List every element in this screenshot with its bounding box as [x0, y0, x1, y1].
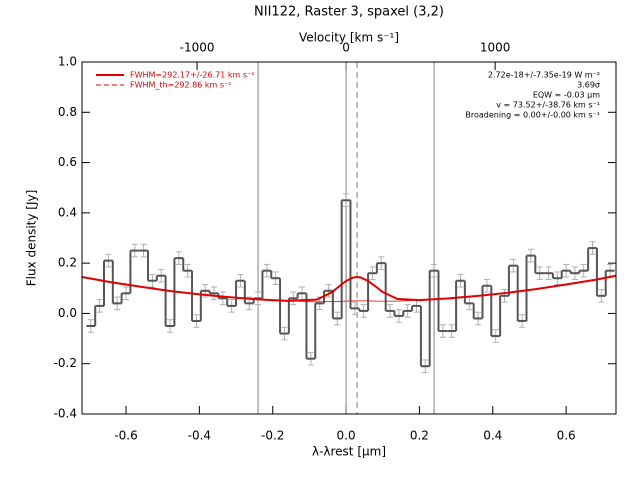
x-axis-label: λ-λrest [μm]	[312, 445, 386, 459]
y-tick-label: 1.0	[58, 55, 77, 69]
x2-axis-label: Velocity [km s⁻¹]	[299, 31, 399, 45]
x-tick-label: -0.2	[261, 429, 284, 443]
annotation: 2.72e-18+/-7.35e-19 W m⁻²	[488, 71, 600, 80]
y-tick-label: 0.0	[58, 306, 77, 320]
chart-title: NII122, Raster 3, spaxel (3,2)	[254, 5, 444, 20]
y-tick-label: 0.2	[58, 256, 77, 270]
y-tick-label: 0.8	[58, 105, 77, 119]
y-tick-label: -0.4	[54, 407, 77, 421]
legend-label: FWHM_th=292.86 km s⁻¹	[130, 81, 231, 90]
x2-tick-label: 1000	[480, 41, 511, 55]
x-tick-label: 0.4	[483, 429, 502, 443]
y-tick-label: 0.4	[58, 205, 77, 219]
y-tick-label: -0.2	[54, 356, 77, 370]
x-tick-label: -0.4	[188, 429, 211, 443]
legend-label: FWHM=292.17+/-26.71 km s⁻¹	[130, 71, 254, 80]
y-tick-label: 0.6	[58, 155, 77, 169]
y-axis-label: Flux density [Jy]	[25, 190, 39, 287]
plot-frame	[81, 61, 617, 415]
x-tick-label: 0.2	[410, 429, 429, 443]
annotation: Broadening = 0.00+/-0.00 km s⁻¹	[465, 111, 600, 120]
x-tick-label: -0.6	[114, 429, 137, 443]
annotation: 3.69σ	[577, 81, 600, 90]
model-curve	[81, 274, 617, 302]
x2-tick-label: 0	[342, 41, 350, 55]
x-tick-label: 0.6	[557, 429, 576, 443]
annotation: EQW = -0.03 μm	[533, 91, 600, 100]
model-curve	[81, 275, 617, 303]
x-tick-label: 0.0	[337, 429, 356, 443]
annotation: v = 73.52+/-38.76 km s⁻¹	[496, 101, 600, 110]
x2-tick-label: -1000	[180, 41, 215, 55]
